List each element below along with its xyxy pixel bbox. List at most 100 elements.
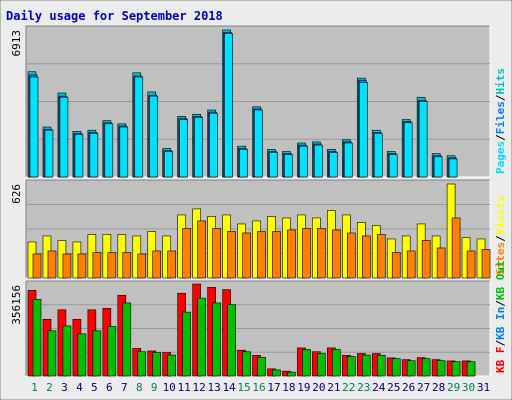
bar-kbytes-kb-in-day-25: [391, 358, 401, 377]
bar-hits-pages-day-11: [179, 119, 188, 178]
bar-visits-sites-day-28: [436, 247, 446, 279]
bar-hits-pages-day-9: [149, 95, 159, 178]
bar-hits-pages-day-29: [448, 158, 458, 178]
day-label-27: 27: [417, 381, 430, 394]
legend-entry: Sites: [494, 242, 507, 275]
bar-visits-sites-day-16: [257, 231, 266, 279]
day-label-31: 31: [477, 381, 490, 394]
bar-kbytes-kb-in-day-15: [242, 351, 251, 377]
panel-visits: 626 Sites/Visits: [10, 179, 507, 279]
bar-visits-sites-day-1: [32, 253, 42, 279]
bar-kbytes-kb-in-day-22: [347, 356, 356, 377]
bar-kbytes-kb-in-day-10: [167, 354, 177, 377]
bar-hits-pages-day-21: [329, 152, 338, 178]
day-label-19: 19: [297, 381, 310, 394]
day-label-11: 11: [178, 381, 191, 394]
day-axis: 1 2 3 4 5 6 7 8 9 10 11 12 13 14 15 16 17 18 19 20 21 22 23 24 2…: [31, 381, 490, 394]
legend-entry: /: [494, 94, 507, 101]
day-label-9: 9: [151, 381, 158, 394]
bar-hits-pages-day-13: [209, 112, 218, 178]
panel-visits-legend: Sites/Visits: [494, 196, 507, 276]
bar-visits-sites-day-11: [182, 228, 191, 279]
legend-entry: /: [494, 235, 507, 242]
bar-visits-sites-day-21: [332, 229, 341, 279]
day-label-1: 1: [31, 381, 38, 394]
bar-visits-sites-day-10: [167, 250, 177, 279]
bar-kbytes-kb-in-day-1: [32, 299, 42, 377]
bar-hits-pages-day-25: [388, 154, 398, 178]
bar-visits-sites-day-13: [212, 228, 221, 279]
day-label-8: 8: [136, 381, 143, 394]
bar-kbytes-kb-in-day-28: [436, 360, 446, 377]
bar-visits-sites-day-5: [92, 252, 102, 279]
bar-visits-sites-day-22: [347, 232, 356, 279]
bar-visits-sites-day-2: [47, 250, 57, 279]
bar-visits-sites-day-18: [287, 229, 296, 279]
panel-kbytes-max-label: 356156: [10, 285, 23, 325]
bar-hits-pages-day-16: [254, 109, 263, 178]
bar-hits-pages-day-3: [59, 96, 69, 178]
bar-visits-sites-day-6: [107, 252, 117, 279]
bar-kbytes-kb-in-day-6: [107, 326, 117, 377]
bar-visits-sites-day-23: [361, 235, 371, 279]
bar-visits-sites-day-14: [227, 231, 236, 279]
bar-visits-sites-day-9: [152, 250, 162, 279]
bar-kbytes-kb-in-day-18: [287, 371, 296, 377]
bar-visits-sites-day-27: [421, 240, 431, 279]
bar-hits-pages-day-17: [269, 152, 278, 178]
day-label-24: 24: [372, 381, 386, 394]
legend-entry: /: [494, 300, 507, 307]
bar-visits-sites-day-29: [451, 217, 461, 279]
bar-kbytes-kb-in-day-4: [77, 333, 87, 377]
bar-hits-pages-day-24: [373, 133, 383, 178]
bar-kbytes-kb-in-day-16: [257, 357, 266, 377]
bar-visits-sites-day-24: [376, 234, 386, 279]
day-label-26: 26: [402, 381, 415, 394]
day-label-12: 12: [193, 381, 206, 394]
legend-entry: Files: [494, 101, 507, 134]
day-label-15: 15: [237, 381, 250, 394]
bar-kbytes-kb-in-day-7: [122, 302, 132, 377]
bar-kbytes-kb-in-day-12: [197, 297, 206, 377]
bar-kbytes-kb-in-day-11: [182, 311, 191, 377]
chart-title: Daily usage for September 2018: [6, 9, 223, 23]
legend-entry: KB In: [494, 307, 507, 340]
bar-kbytes-kb-in-day-5: [92, 330, 102, 377]
bar-kbytes-kb-in-day-13: [212, 302, 221, 377]
bar-visits-sites-day-20: [317, 228, 326, 279]
bar-kbytes-kb-in-day-19: [302, 349, 311, 377]
panel-hits-legend: Pages/Files/Hits: [494, 68, 507, 174]
bar-visits-sites-day-31: [481, 249, 491, 279]
bar-kbytes-kb-in-day-20: [317, 353, 326, 377]
panel-visits-max-label: 626: [10, 184, 23, 204]
day-label-29: 29: [447, 381, 460, 394]
legend-entry: Visits: [494, 196, 507, 236]
day-label-14: 14: [222, 381, 236, 394]
day-label-16: 16: [252, 381, 265, 394]
bar-kbytes-kb-in-day-30: [466, 361, 476, 377]
bar-visits-sites-day-12: [197, 220, 206, 279]
day-label-7: 7: [121, 381, 128, 394]
bar-hits-pages-day-19: [299, 145, 308, 178]
day-label-5: 5: [91, 381, 98, 394]
bar-hits-pages-day-5: [89, 133, 99, 178]
day-label-21: 21: [327, 381, 340, 394]
panel-kbytes-legend: KB F/KB In/KB Out: [494, 260, 507, 373]
day-label-13: 13: [207, 381, 220, 394]
day-label-2: 2: [46, 381, 53, 394]
day-label-30: 30: [462, 381, 475, 394]
day-label-17: 17: [267, 381, 280, 394]
bar-kbytes-kb-in-day-8: [137, 351, 147, 377]
bar-hits-pages-day-28: [433, 156, 443, 178]
bar-visits-sites-day-26: [406, 250, 416, 279]
day-label-20: 20: [312, 381, 325, 394]
bar-kbytes-kb-in-day-24: [376, 355, 386, 377]
bar-hits-pages-day-15: [239, 149, 248, 178]
legend-entry: /: [494, 134, 507, 141]
panel-kbytes: 356156 KB F/KB In/KB Out: [10, 260, 507, 377]
chart-panels: 6913Pages/Files/Hits626Sites/Visits35615…: [10, 25, 507, 377]
bar-kbytes-kb-in-day-21: [332, 349, 341, 377]
day-label-6: 6: [106, 381, 113, 394]
